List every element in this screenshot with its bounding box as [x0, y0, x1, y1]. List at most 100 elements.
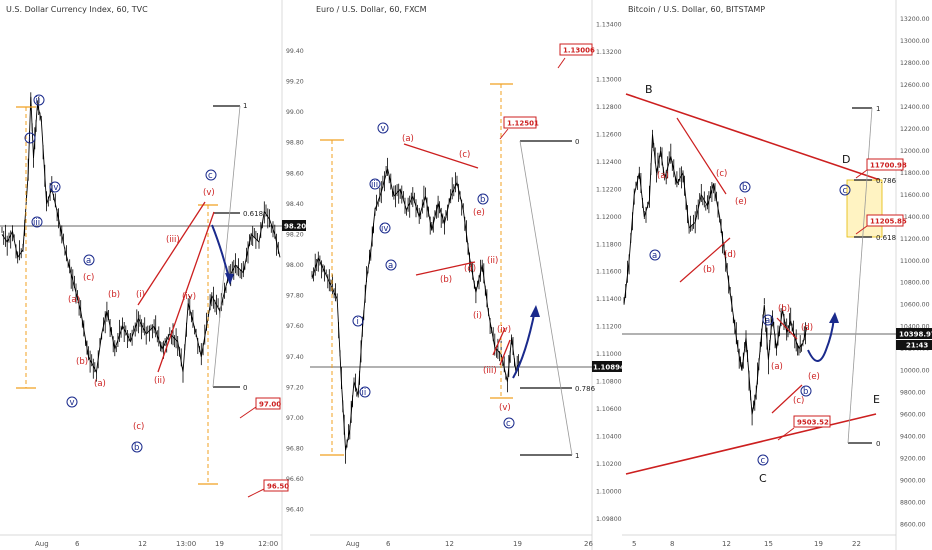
eurusd-y-tick: 1.10000: [596, 489, 622, 496]
eurusd-y-tick: 1.10400: [596, 434, 622, 441]
eurusd-wave-iv-red: (iv): [497, 325, 511, 335]
svg-text:i: i: [357, 317, 359, 327]
dxy-wave-ii: ii: [33, 94, 45, 106]
btcusd-y-tick: 11200.00: [900, 236, 930, 243]
svg-text:iv: iv: [381, 224, 388, 234]
eurusd-y-tick: 1.10200: [596, 461, 622, 468]
dxy-wave-v: v: [66, 396, 78, 408]
btcusd-y-tick: 11400.00: [900, 214, 930, 221]
svg-text:c: c: [843, 186, 848, 196]
eurusd-fib-0786-label: 0.786: [575, 385, 596, 393]
eurusd-y-tick: 1.12000: [596, 214, 622, 221]
btcusd-y-tick: 13200.00: [900, 16, 930, 23]
btcusd-wave-E: E: [873, 393, 880, 406]
dxy-wave-c-blue: c: [205, 169, 217, 181]
svg-text:1.13006: 1.13006: [563, 47, 595, 55]
eurusd-wedge-2: [499, 339, 511, 366]
dxy-wave-a-red-1: (c): [83, 273, 94, 283]
dxy-fib-diagonal: [212, 105, 241, 388]
eurusd-y-tick: 1.13200: [596, 49, 622, 56]
btcusd-fib-1-label: 1: [876, 105, 880, 113]
eurusd-fib-1-label: 1: [575, 452, 579, 460]
btcusd-y-tick: 8600.00: [900, 522, 926, 529]
btcusd-wave-b-blue-2: b: [800, 385, 812, 397]
btcusd-title: Bitcoin / U.S. Dollar, 60, BITSTAMP: [628, 5, 765, 14]
dxy-x-tick: 12: [138, 540, 147, 548]
btcusd-line-2: [679, 237, 731, 283]
btcusd-y-tick: 9400.00: [900, 434, 926, 441]
svg-text:v: v: [381, 124, 386, 134]
dxy-y-tick: 98.20: [286, 231, 304, 238]
dxy-wave-i-red: (i): [136, 290, 145, 300]
svg-text:a: a: [86, 256, 91, 266]
eurusd-y-tick: 1.12200: [596, 186, 622, 193]
eurusd-price-tag: 1.10894: [592, 361, 622, 372]
svg-text:a: a: [765, 316, 770, 326]
svg-text:iii: iii: [33, 218, 40, 228]
btcusd-y-tick: 10800.00: [900, 280, 930, 287]
eurusd-wave-b-red: (b): [440, 275, 452, 285]
eurusd-y-tick: 1.11200: [596, 324, 622, 331]
btcusd-wave-b-red-2: (b): [778, 304, 790, 314]
dxy-x-tick: 19: [215, 540, 224, 548]
eurusd-y-tick: 1.09800: [596, 516, 622, 523]
eurusd-fib-0-label: 0: [575, 138, 579, 146]
eurusd-price-series: [311, 157, 521, 464]
btcusd-wave-c-blue-1: c: [839, 184, 851, 196]
svg-text:iii: iii: [371, 180, 378, 190]
eurusd-x-tick: 26: [584, 540, 593, 548]
btcusd-line-1: [676, 117, 727, 195]
btcusd-y-tick: 10600.00: [900, 302, 930, 309]
dxy-y-tick: 98.80: [286, 140, 304, 147]
btcusd-y-tick: 10400.00: [900, 324, 930, 331]
btcusd-y-tick: 11800.00: [900, 170, 930, 177]
btcusd-fib-0-label: 0: [876, 440, 880, 448]
eurusd-x-axis: Aug 6 12 19 26: [346, 540, 593, 548]
svg-text:11205.85: 11205.85: [870, 218, 907, 226]
btcusd-x-tick: 19: [814, 540, 823, 548]
eurusd-title: Euro / U.S. Dollar, 60, FXCM: [316, 5, 427, 14]
dxy-wave-iii-red: (iii): [166, 235, 180, 245]
btcusd-chart: Bitcoin / U.S. Dollar, 60, BITSTAMP 1320…: [622, 0, 932, 550]
eurusd-triangle-upper: [403, 143, 479, 169]
eurusd-wave-ii: ii: [359, 386, 371, 398]
eurusd-y-tick: 1.11800: [596, 241, 622, 248]
btcusd-x-tick: 12: [722, 540, 731, 548]
btcusd-panel: Bitcoin / U.S. Dollar, 60, BITSTAMP 1320…: [622, 0, 932, 550]
svg-text:b: b: [480, 195, 485, 205]
btcusd-y-tick: 12800.00: [900, 60, 930, 67]
dxy-wave-b-red: (b): [108, 290, 120, 300]
dxy-y-axis: 99.40 99.20 99.00 98.80 98.60 98.40 98.20 98.00…: [286, 48, 304, 514]
eurusd-wave-v: v: [377, 122, 389, 134]
btcusd-wave-b-red-1: (b): [703, 265, 715, 275]
svg-text:1.12501: 1.12501: [507, 120, 539, 128]
btcusd-y-tick: 8800.00: [900, 500, 926, 507]
svg-text:c: c: [761, 456, 766, 466]
eurusd-price-path: [311, 168, 521, 451]
dxy-y-tick: 97.40: [286, 354, 304, 361]
dxy-wave-i: i: [24, 132, 36, 144]
svg-text:97.00: 97.00: [259, 401, 281, 409]
dxy-y-tick: 97.00: [286, 415, 304, 422]
eurusd-wave-b-blue: b: [477, 193, 489, 205]
svg-text:iv: iv: [51, 183, 58, 193]
dxy-wave-c-red: (c): [133, 422, 144, 432]
dxy-trendline-upper: [137, 201, 206, 306]
btcusd-wave-C: C: [759, 472, 767, 485]
eurusd-triangle-lower: [415, 261, 476, 276]
eurusd-wave-iii-red: (iii): [483, 366, 497, 376]
svg-text:b: b: [742, 183, 747, 193]
eurusd-y-tick: 1.12400: [596, 159, 622, 166]
svg-text:11700.98: 11700.98: [870, 162, 907, 170]
dxy-y-tick: 98.60: [286, 170, 304, 177]
btcusd-triangle-lower: [625, 413, 877, 475]
svg-text:10398.97: 10398.97: [899, 331, 932, 339]
btcusd-fib-0618-label: 0.618: [876, 234, 896, 242]
eurusd-x-tick: Aug: [346, 540, 360, 548]
svg-text:c: c: [208, 171, 213, 181]
dxy-wave-a-red-2: (a): [68, 295, 80, 305]
btcusd-wave-B: B: [645, 83, 653, 96]
eurusd-wave-iii: iii: [369, 178, 381, 190]
btcusd-x-axis: 5 8 12 15 19 22: [632, 540, 861, 548]
dxy-y-tick: 99.00: [286, 109, 304, 116]
